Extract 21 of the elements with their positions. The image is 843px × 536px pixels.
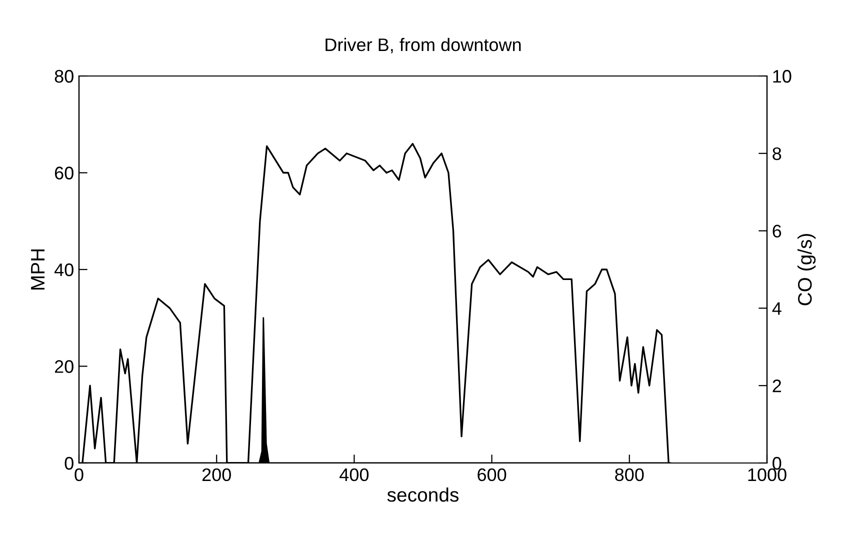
y-tick-label: 80 — [54, 70, 74, 83]
y2-tick-label: 6 — [772, 224, 782, 238]
y2-tick-label: 10 — [773, 70, 792, 83]
y-tick-label: 40 — [54, 263, 74, 276]
y2-axis-title: CO (g/s) — [798, 234, 816, 306]
x-tick-label: 200 — [202, 468, 231, 482]
chart-title: Driver B, from downtown — [326, 38, 521, 54]
y2-tick-label: 8 — [772, 147, 782, 160]
x-tick-label: 0 — [74, 468, 84, 482]
y-tick-label: 20 — [54, 360, 74, 373]
y2-tick-label: 2 — [772, 380, 781, 392]
x-tick-label: 800 — [615, 468, 644, 482]
x-tick-label: 400 — [340, 468, 369, 482]
x-tick-label: 600 — [478, 468, 506, 482]
y-tick-label: 0 — [64, 456, 74, 470]
x-tick-label: 1000 — [748, 468, 786, 482]
y-tick-label: 60 — [54, 166, 74, 180]
y2-tick-label: 4 — [772, 302, 782, 315]
y2-tick-label: 0 — [772, 456, 782, 470]
x-axis-title: seconds — [387, 487, 459, 502]
y-axis-title: MPH — [31, 249, 44, 290]
